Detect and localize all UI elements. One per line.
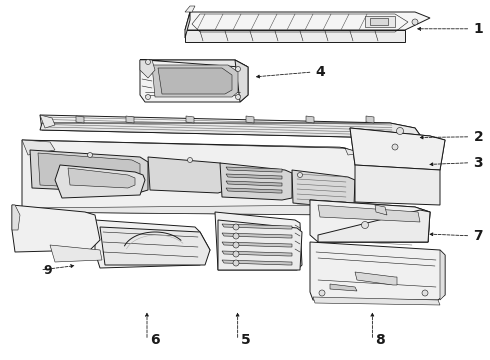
Polygon shape bbox=[350, 128, 445, 170]
Circle shape bbox=[396, 127, 403, 135]
Polygon shape bbox=[126, 116, 134, 123]
Polygon shape bbox=[185, 6, 195, 12]
Circle shape bbox=[236, 67, 241, 72]
Polygon shape bbox=[185, 30, 405, 42]
Text: 1: 1 bbox=[473, 22, 483, 36]
Circle shape bbox=[146, 59, 150, 64]
Circle shape bbox=[392, 144, 398, 150]
Polygon shape bbox=[440, 250, 445, 300]
Polygon shape bbox=[12, 205, 20, 230]
Polygon shape bbox=[226, 167, 282, 172]
Polygon shape bbox=[100, 227, 210, 265]
Polygon shape bbox=[22, 140, 390, 215]
Polygon shape bbox=[350, 128, 445, 170]
Text: 4: 4 bbox=[316, 65, 325, 79]
Polygon shape bbox=[30, 150, 148, 193]
Circle shape bbox=[188, 158, 193, 162]
Polygon shape bbox=[40, 115, 420, 138]
Polygon shape bbox=[318, 210, 430, 242]
Polygon shape bbox=[246, 116, 254, 123]
Circle shape bbox=[233, 242, 239, 248]
Polygon shape bbox=[68, 168, 135, 188]
Polygon shape bbox=[22, 140, 362, 155]
Polygon shape bbox=[365, 16, 395, 27]
Polygon shape bbox=[185, 12, 430, 30]
Text: 5: 5 bbox=[241, 333, 250, 347]
Polygon shape bbox=[355, 165, 440, 205]
Polygon shape bbox=[222, 233, 292, 238]
Circle shape bbox=[233, 224, 239, 230]
Polygon shape bbox=[235, 60, 248, 102]
Text: 6: 6 bbox=[150, 333, 160, 347]
Polygon shape bbox=[318, 205, 420, 222]
Polygon shape bbox=[330, 284, 357, 291]
Text: 7: 7 bbox=[473, 229, 483, 243]
Polygon shape bbox=[310, 200, 430, 242]
Polygon shape bbox=[95, 220, 210, 268]
Polygon shape bbox=[313, 297, 440, 305]
Polygon shape bbox=[55, 165, 145, 198]
Polygon shape bbox=[185, 12, 190, 38]
Polygon shape bbox=[22, 205, 352, 215]
Circle shape bbox=[362, 221, 368, 229]
Polygon shape bbox=[140, 60, 155, 78]
Polygon shape bbox=[222, 251, 292, 256]
Polygon shape bbox=[12, 205, 100, 252]
Polygon shape bbox=[148, 157, 228, 193]
Circle shape bbox=[236, 95, 241, 99]
Polygon shape bbox=[366, 116, 374, 123]
Polygon shape bbox=[222, 260, 292, 265]
Polygon shape bbox=[40, 115, 55, 128]
Circle shape bbox=[233, 260, 239, 266]
Polygon shape bbox=[50, 245, 102, 262]
Polygon shape bbox=[152, 65, 238, 97]
Polygon shape bbox=[310, 242, 445, 300]
Polygon shape bbox=[370, 18, 388, 25]
Polygon shape bbox=[220, 163, 292, 200]
Text: 2: 2 bbox=[473, 130, 483, 144]
Polygon shape bbox=[158, 68, 232, 94]
Polygon shape bbox=[222, 242, 292, 247]
Circle shape bbox=[233, 251, 239, 257]
Circle shape bbox=[422, 290, 428, 296]
Polygon shape bbox=[226, 181, 282, 186]
Circle shape bbox=[146, 95, 150, 99]
Text: 3: 3 bbox=[473, 156, 483, 170]
Polygon shape bbox=[226, 188, 282, 193]
Circle shape bbox=[412, 19, 418, 25]
Circle shape bbox=[88, 153, 93, 158]
Polygon shape bbox=[40, 123, 420, 138]
Polygon shape bbox=[306, 116, 314, 123]
Polygon shape bbox=[140, 60, 248, 102]
Polygon shape bbox=[222, 224, 292, 229]
Polygon shape bbox=[218, 220, 302, 270]
Polygon shape bbox=[226, 174, 282, 179]
Polygon shape bbox=[310, 200, 430, 242]
Polygon shape bbox=[140, 60, 248, 67]
Text: 9: 9 bbox=[43, 264, 52, 276]
Circle shape bbox=[233, 233, 239, 239]
Circle shape bbox=[297, 172, 302, 177]
Polygon shape bbox=[355, 272, 397, 285]
Polygon shape bbox=[186, 116, 194, 123]
Polygon shape bbox=[215, 212, 302, 270]
Circle shape bbox=[319, 290, 325, 296]
Polygon shape bbox=[38, 153, 140, 190]
Polygon shape bbox=[22, 140, 55, 155]
Polygon shape bbox=[375, 205, 387, 215]
Polygon shape bbox=[76, 116, 84, 123]
Polygon shape bbox=[292, 170, 355, 208]
Text: 8: 8 bbox=[375, 333, 385, 347]
